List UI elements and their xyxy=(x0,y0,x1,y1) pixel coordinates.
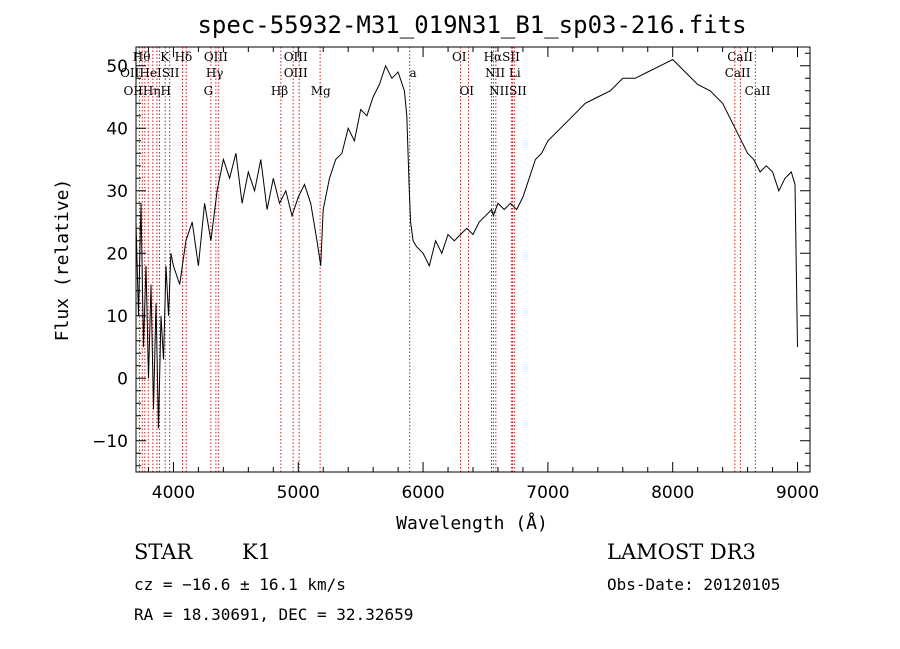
x-tick-label-2: 6000 xyxy=(401,483,444,503)
coordinates: RA = 18.30691, DEC = 32.32659 xyxy=(134,605,413,624)
x-tick-label-3: 7000 xyxy=(526,483,569,503)
object-subclass: K1 xyxy=(242,540,271,564)
line-label-5: OI xyxy=(452,50,467,64)
y-tick-label-3: 20 xyxy=(106,244,128,264)
line-label-17: Mg xyxy=(311,84,331,98)
line-label-18: OI xyxy=(459,84,474,98)
x-tick-label-4: 8000 xyxy=(651,483,694,503)
survey-name: LAMOST DR3 xyxy=(607,540,756,564)
y-axis-label: Flux (relative) xyxy=(52,179,73,342)
y-tick-label-4: 30 xyxy=(106,182,128,202)
y-tick-label-1: 0 xyxy=(117,369,128,389)
y-axis: −10 0 10 20 30 40 50 xyxy=(92,52,810,467)
line-label-15: G xyxy=(204,84,214,98)
line-label-7: CaII xyxy=(727,50,753,64)
line-label-14: OIIHηH xyxy=(124,84,171,98)
line-label-9: Hγ xyxy=(206,66,224,80)
y-tick-label-6: 50 xyxy=(106,57,128,77)
x-tick-label-0: 4000 xyxy=(152,483,195,503)
x-tick-label-5: 9000 xyxy=(776,483,819,503)
y-tick-label-0: −10 xyxy=(92,432,128,452)
line-label-6: HαSII xyxy=(484,50,521,64)
line-label-19: NIISII xyxy=(489,84,527,98)
line-label-13: CaII xyxy=(725,66,751,80)
x-tick-label-1: 5000 xyxy=(277,483,320,503)
emission-line-markers xyxy=(138,47,756,472)
plot-frame xyxy=(135,46,811,473)
line-label-1: K xyxy=(160,50,170,64)
y-tick-label-2: 10 xyxy=(106,307,128,327)
spectrum-line xyxy=(135,58,798,429)
emission-line-labels: Hθ K Hδ OIII OIII OI HαSII CaII OIIHeISII Hγ OIII a… xyxy=(120,50,771,98)
line-label-12: NII Li xyxy=(485,66,521,80)
x-axis: 4000 5000 6000 7000 8000 9000 xyxy=(147,47,819,503)
line-label-20: CaII xyxy=(745,84,771,98)
obs-date: Obs-Date: 20120105 xyxy=(607,575,780,594)
object-class: STAR xyxy=(134,540,193,564)
y-tick-label-5: 40 xyxy=(106,119,128,139)
line-label-8: OIIHeISII xyxy=(120,66,180,80)
line-label-3: OIII xyxy=(204,50,228,64)
x-axis-label: Wavelength (Å) xyxy=(396,512,548,534)
line-label-11: a xyxy=(410,66,417,80)
line-label-10: OIII xyxy=(284,66,308,80)
line-label-4: OIII xyxy=(284,50,308,64)
chart-title: spec-55932-M31_019N31_B1_sp03-216.fits xyxy=(197,11,746,39)
redshift-readout: cz = −16.6 ± 16.1 km/s xyxy=(134,575,346,594)
line-label-16: Hβ xyxy=(271,84,288,98)
line-label-0: Hθ xyxy=(133,50,151,64)
line-label-2: Hδ xyxy=(175,50,193,64)
